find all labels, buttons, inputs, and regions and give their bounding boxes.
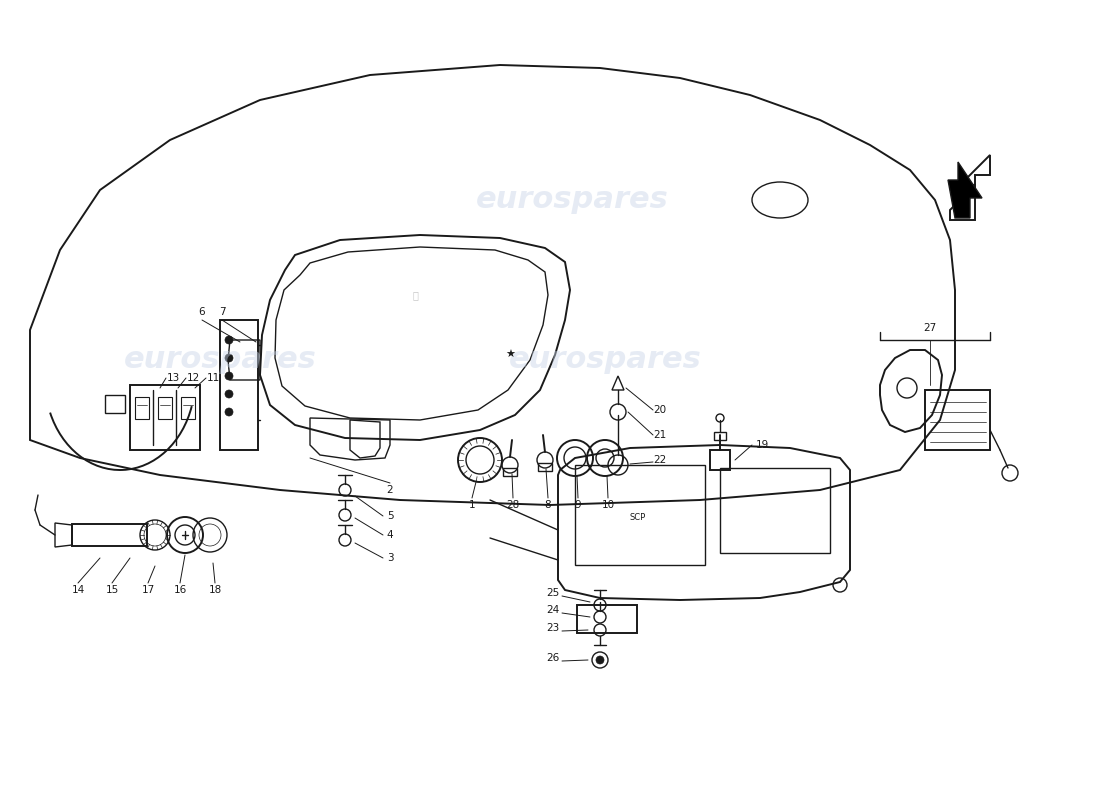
Bar bbox=[182, 397, 195, 419]
Text: 17: 17 bbox=[142, 585, 155, 595]
Bar bbox=[720, 468, 830, 553]
Text: eurospares: eurospares bbox=[123, 346, 317, 374]
Bar bbox=[575, 465, 705, 565]
Circle shape bbox=[226, 354, 233, 362]
Text: 19: 19 bbox=[756, 440, 769, 450]
Text: eurospares: eurospares bbox=[508, 346, 702, 374]
Text: 🐴: 🐴 bbox=[412, 290, 418, 300]
Text: 6: 6 bbox=[199, 307, 206, 317]
Text: 18: 18 bbox=[208, 585, 221, 595]
Bar bbox=[503, 468, 517, 476]
Text: eurospares: eurospares bbox=[475, 186, 669, 214]
Bar bbox=[72, 524, 147, 546]
Circle shape bbox=[596, 656, 604, 664]
Text: 25: 25 bbox=[547, 588, 560, 598]
Text: 23: 23 bbox=[547, 623, 560, 633]
Text: 10: 10 bbox=[602, 500, 615, 510]
Bar bbox=[158, 397, 172, 419]
Text: 2: 2 bbox=[387, 485, 394, 495]
Bar bbox=[714, 432, 726, 440]
Text: 11: 11 bbox=[207, 373, 220, 383]
Bar bbox=[538, 463, 552, 471]
Text: 16: 16 bbox=[174, 585, 187, 595]
Text: 5: 5 bbox=[387, 511, 394, 521]
Text: 21: 21 bbox=[653, 430, 667, 440]
Text: 7: 7 bbox=[219, 307, 225, 317]
Bar bbox=[925, 390, 990, 450]
Text: SCP: SCP bbox=[630, 514, 646, 522]
Bar bbox=[104, 395, 125, 413]
Bar bbox=[135, 397, 149, 419]
Text: 8: 8 bbox=[544, 500, 551, 510]
Text: 12: 12 bbox=[186, 373, 199, 383]
Bar bbox=[710, 450, 730, 470]
Text: ★: ★ bbox=[505, 350, 515, 360]
Text: 1: 1 bbox=[469, 500, 475, 510]
Circle shape bbox=[226, 336, 233, 344]
Text: 24: 24 bbox=[547, 605, 560, 615]
Text: 15: 15 bbox=[106, 585, 119, 595]
Text: 9: 9 bbox=[574, 500, 581, 510]
Bar bbox=[130, 385, 200, 450]
Text: 4: 4 bbox=[387, 530, 394, 540]
Text: 20: 20 bbox=[653, 405, 667, 415]
Text: 22: 22 bbox=[653, 455, 667, 465]
Text: 26: 26 bbox=[547, 653, 560, 663]
Text: 14: 14 bbox=[72, 585, 85, 595]
Text: 3: 3 bbox=[387, 553, 394, 563]
Circle shape bbox=[226, 372, 233, 380]
Bar bbox=[578, 605, 637, 633]
Circle shape bbox=[226, 408, 233, 416]
Text: 13: 13 bbox=[166, 373, 179, 383]
Text: 28: 28 bbox=[506, 500, 519, 510]
Circle shape bbox=[226, 390, 233, 398]
Text: 27: 27 bbox=[923, 323, 936, 333]
Polygon shape bbox=[948, 162, 982, 218]
Bar bbox=[220, 320, 258, 450]
